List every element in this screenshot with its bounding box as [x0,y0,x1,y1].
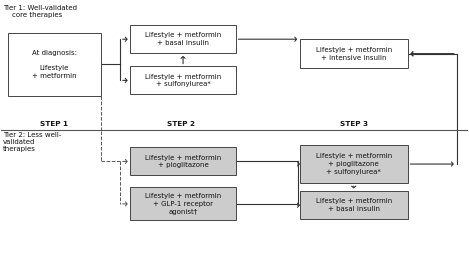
Text: Lifestyle + metformin
+ intensive insulin: Lifestyle + metformin + intensive insuli… [316,47,392,61]
FancyBboxPatch shape [300,191,408,219]
FancyBboxPatch shape [300,145,408,183]
FancyBboxPatch shape [130,187,235,221]
Text: STEP 1: STEP 1 [40,121,68,127]
Text: Lifestyle + metformin
+ basal insulin: Lifestyle + metformin + basal insulin [316,198,392,212]
FancyBboxPatch shape [130,25,235,53]
Text: STEP 2: STEP 2 [166,121,195,127]
Text: At diagnosis:

Lifestyle
+ metformin: At diagnosis: Lifestyle + metformin [32,50,77,79]
FancyBboxPatch shape [130,147,235,175]
Text: Tier 1: Well-validated
    core therapies: Tier 1: Well-validated core therapies [3,5,77,18]
FancyBboxPatch shape [8,33,101,96]
Text: Tier 2: Less well-
validated
therapies: Tier 2: Less well- validated therapies [3,132,61,152]
FancyBboxPatch shape [300,39,408,68]
Text: Lifestyle + metformin
+ GLP-1 receptor
agonist†: Lifestyle + metformin + GLP-1 receptor a… [145,193,221,215]
Text: Lifestyle + metformin
+ sulfonylurea*: Lifestyle + metformin + sulfonylurea* [145,73,221,87]
FancyBboxPatch shape [130,66,235,94]
Text: Lifestyle + metformin
+ basal insulin: Lifestyle + metformin + basal insulin [145,32,221,46]
Text: Lifestyle + metformin
+ pioglitazone
+ sulfonylurea*: Lifestyle + metformin + pioglitazone + s… [316,153,392,175]
Text: STEP 3: STEP 3 [340,121,368,127]
Text: Lifestyle + metformin
+ pioglitazone: Lifestyle + metformin + pioglitazone [145,155,221,168]
